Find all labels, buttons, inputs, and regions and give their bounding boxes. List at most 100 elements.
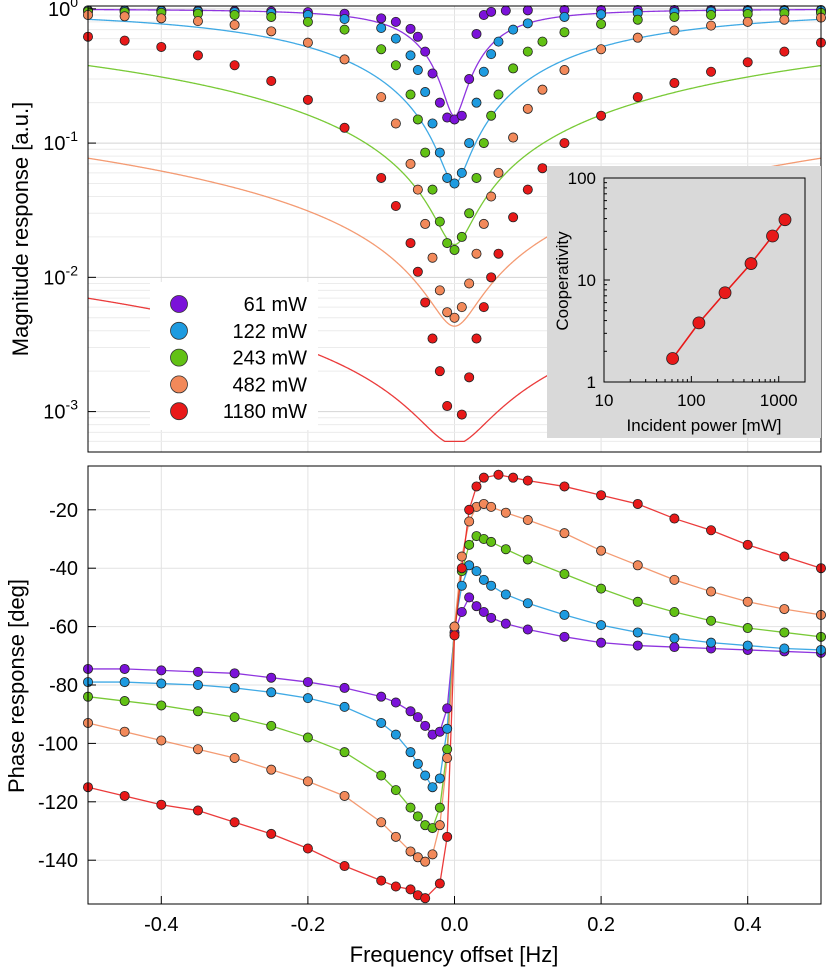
phase-point	[632, 627, 643, 638]
magnitude-point	[456, 167, 467, 178]
magnitude-point	[156, 13, 167, 24]
phase-point	[420, 720, 431, 731]
phase-point	[779, 627, 790, 638]
magnitude-point	[442, 401, 453, 412]
legend: 61 mW 122 mW 243 mW 482 mW 1180 mW	[150, 282, 318, 430]
phase-point	[266, 764, 277, 775]
magnitude-y-tick-label: 10-3	[43, 397, 78, 424]
magnitude-point	[464, 372, 475, 383]
magnitude-point	[493, 167, 504, 178]
magnitude-point	[266, 11, 277, 22]
phase-point	[266, 828, 277, 839]
phase-point	[339, 747, 350, 758]
phase-point	[500, 589, 511, 600]
phase-point	[302, 732, 313, 743]
magnitude-point	[522, 46, 533, 57]
magnitude-data-points	[83, 5, 827, 420]
phase-point	[434, 878, 445, 889]
magnitude-point	[405, 238, 416, 249]
legend-label: 482 mW	[233, 374, 308, 396]
phase-point	[632, 640, 643, 651]
phase-point	[442, 831, 453, 842]
magnitude-point	[464, 208, 475, 219]
phase-point	[669, 642, 680, 653]
phase-point	[119, 726, 130, 737]
phase-point	[192, 680, 203, 691]
phase-x-ticks: -0.4 -0.2 0.0 0.2 0.4	[144, 896, 762, 936]
magnitude-point	[471, 97, 482, 108]
magnitude-point	[229, 19, 240, 30]
magnitude-point	[464, 138, 475, 149]
magnitude-point	[559, 138, 570, 149]
phase-y-tick-label: -100	[38, 733, 78, 755]
magnitude-point	[229, 9, 240, 20]
magnitude-point	[779, 14, 790, 25]
magnitude-point	[412, 65, 423, 76]
phase-point	[779, 551, 790, 562]
phase-point	[493, 469, 504, 480]
magnitude-point	[302, 37, 313, 48]
phase-point	[596, 637, 607, 648]
phase-point	[456, 607, 467, 618]
phase-point	[500, 618, 511, 629]
phase-point	[420, 893, 431, 904]
phase-point	[119, 790, 130, 801]
magnitude-point	[427, 252, 438, 263]
phase-point	[302, 776, 313, 787]
magnitude-point	[427, 68, 438, 79]
phase-point	[339, 701, 350, 712]
magnitude-point	[420, 147, 431, 158]
phase-x-tick-label: -0.2	[291, 914, 325, 936]
phase-point	[669, 574, 680, 585]
magnitude-point	[493, 89, 504, 100]
phase-point	[500, 544, 511, 555]
phase-point	[156, 700, 167, 711]
phase-point	[427, 849, 438, 860]
magnitude-y-tick-label: 10-2	[43, 262, 78, 289]
phase-point	[449, 621, 460, 632]
magnitude-point	[339, 54, 350, 65]
phase-point	[500, 507, 511, 518]
phase-point	[706, 615, 717, 626]
phase-point	[405, 706, 416, 717]
inset-x-tick-label: 100	[677, 391, 705, 410]
inset-x-tick-label: 10	[595, 391, 614, 410]
inset-x-tick-label: 1000	[760, 391, 798, 410]
magnitude-point	[412, 114, 423, 125]
phase-point	[390, 697, 401, 708]
inset-point	[666, 352, 680, 365]
phase-point	[478, 472, 489, 483]
phase-point	[427, 782, 438, 793]
phase-point	[390, 785, 401, 796]
phase-point	[192, 666, 203, 677]
inset-point	[766, 229, 779, 243]
phase-point	[119, 696, 130, 707]
magnitude-point	[420, 46, 431, 57]
phase-point	[456, 580, 467, 591]
phase-point	[405, 747, 416, 758]
magnitude-point	[508, 63, 519, 74]
magnitude-point	[302, 94, 313, 105]
phase-y-tick-label: -60	[49, 617, 78, 639]
phase-point	[376, 770, 387, 781]
phase-point	[302, 843, 313, 854]
magnitude-point	[434, 366, 445, 377]
phase-point	[522, 475, 533, 486]
phase-point	[192, 805, 203, 816]
phase-point	[390, 881, 401, 892]
magnitude-point	[596, 19, 607, 30]
phase-point	[376, 817, 387, 828]
magnitude-point	[376, 172, 387, 183]
phase-y-axis-label: Phase response [deg]	[4, 579, 29, 793]
phase-point	[412, 811, 423, 822]
inset-point	[744, 257, 758, 270]
phase-point	[229, 682, 240, 693]
magnitude-point	[522, 5, 533, 16]
phase-point	[192, 706, 203, 717]
phase-point	[706, 586, 717, 597]
phase-point	[266, 687, 277, 698]
legend-marker	[170, 402, 188, 421]
magnitude-point	[486, 110, 497, 121]
